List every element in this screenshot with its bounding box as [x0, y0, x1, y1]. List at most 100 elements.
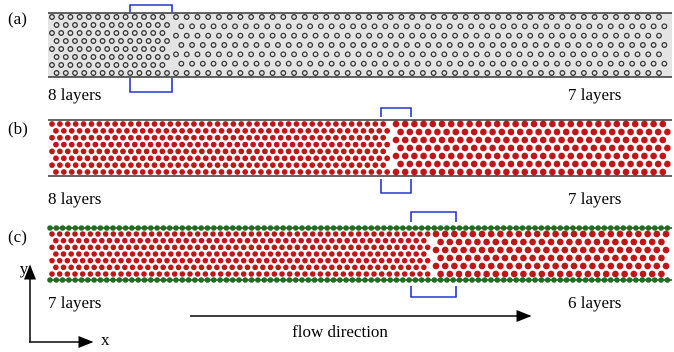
particle [99, 238, 105, 244]
particle [215, 135, 221, 141]
particle [383, 265, 389, 271]
particle [61, 155, 67, 161]
wall-particle [243, 277, 249, 283]
particle [286, 149, 292, 155]
particle [603, 271, 610, 278]
particle [108, 155, 114, 161]
particle [57, 258, 63, 264]
particle [538, 239, 545, 246]
particle [429, 153, 436, 160]
particle [179, 155, 185, 161]
particle [287, 245, 293, 251]
wall-particle [513, 225, 519, 231]
particle [452, 129, 459, 136]
particle [598, 247, 605, 254]
particle [535, 161, 542, 168]
particle [219, 128, 225, 134]
particle [494, 169, 501, 176]
wall-particle [98, 225, 104, 231]
particle [116, 155, 122, 161]
particle [664, 129, 671, 136]
particle [294, 149, 300, 155]
particle [268, 265, 274, 271]
particle [88, 258, 94, 264]
particle [594, 239, 601, 246]
particle [96, 149, 102, 155]
particle [341, 271, 347, 277]
particle [515, 231, 522, 238]
particle [646, 161, 653, 168]
wall-particle [438, 225, 444, 231]
particle [394, 231, 400, 237]
particle [229, 238, 235, 244]
particle [69, 128, 75, 134]
particle [77, 155, 83, 161]
particle [309, 149, 315, 155]
particle [49, 258, 55, 264]
particle [590, 145, 597, 152]
particle [650, 137, 657, 144]
particle [571, 247, 578, 254]
particle [457, 121, 464, 128]
wall-particle [91, 277, 97, 283]
particle [475, 121, 482, 128]
particle [49, 135, 55, 141]
particle [95, 258, 101, 264]
particle [199, 121, 205, 127]
particle [140, 128, 146, 134]
particle [393, 137, 400, 144]
particle [298, 251, 304, 257]
wall-particle [652, 277, 658, 283]
particle [384, 169, 390, 175]
particle [128, 149, 134, 155]
wall-particle [564, 225, 570, 231]
particle [274, 155, 280, 161]
particle [91, 251, 97, 257]
particle [613, 121, 620, 128]
wall-particle [104, 225, 110, 231]
particle [420, 169, 427, 176]
wall-particle [614, 225, 620, 231]
particle [577, 121, 584, 128]
particle [145, 265, 151, 271]
particle [558, 153, 565, 160]
particle [345, 155, 351, 161]
particle [341, 245, 347, 251]
particle [160, 265, 166, 271]
particle [245, 251, 251, 257]
particle [402, 231, 408, 237]
wall-particle [387, 277, 393, 283]
particle [183, 149, 189, 155]
particle [203, 231, 209, 237]
wall-particle [639, 277, 645, 283]
particle [128, 121, 134, 127]
particle [195, 169, 201, 175]
particle [245, 238, 251, 244]
particle [341, 135, 347, 141]
particle [434, 129, 441, 136]
particle [540, 137, 547, 144]
wall-particle [621, 277, 627, 283]
particle [237, 251, 243, 257]
wall-particle [299, 277, 305, 283]
wall-particle [104, 277, 110, 283]
wall-particle [129, 225, 135, 231]
particle [653, 263, 660, 270]
particle [73, 149, 79, 155]
particle [375, 251, 381, 257]
particle [298, 142, 304, 148]
wall-particle [545, 277, 551, 283]
particle [207, 121, 213, 127]
particle [627, 129, 634, 136]
particle [325, 162, 331, 168]
particle [206, 265, 212, 271]
particle [76, 251, 82, 257]
particle [641, 153, 648, 160]
particle [416, 161, 423, 168]
particle [274, 128, 280, 134]
particle [49, 121, 55, 127]
particle [136, 149, 142, 155]
particle [384, 128, 390, 134]
particle [590, 129, 597, 136]
particle [291, 251, 297, 257]
